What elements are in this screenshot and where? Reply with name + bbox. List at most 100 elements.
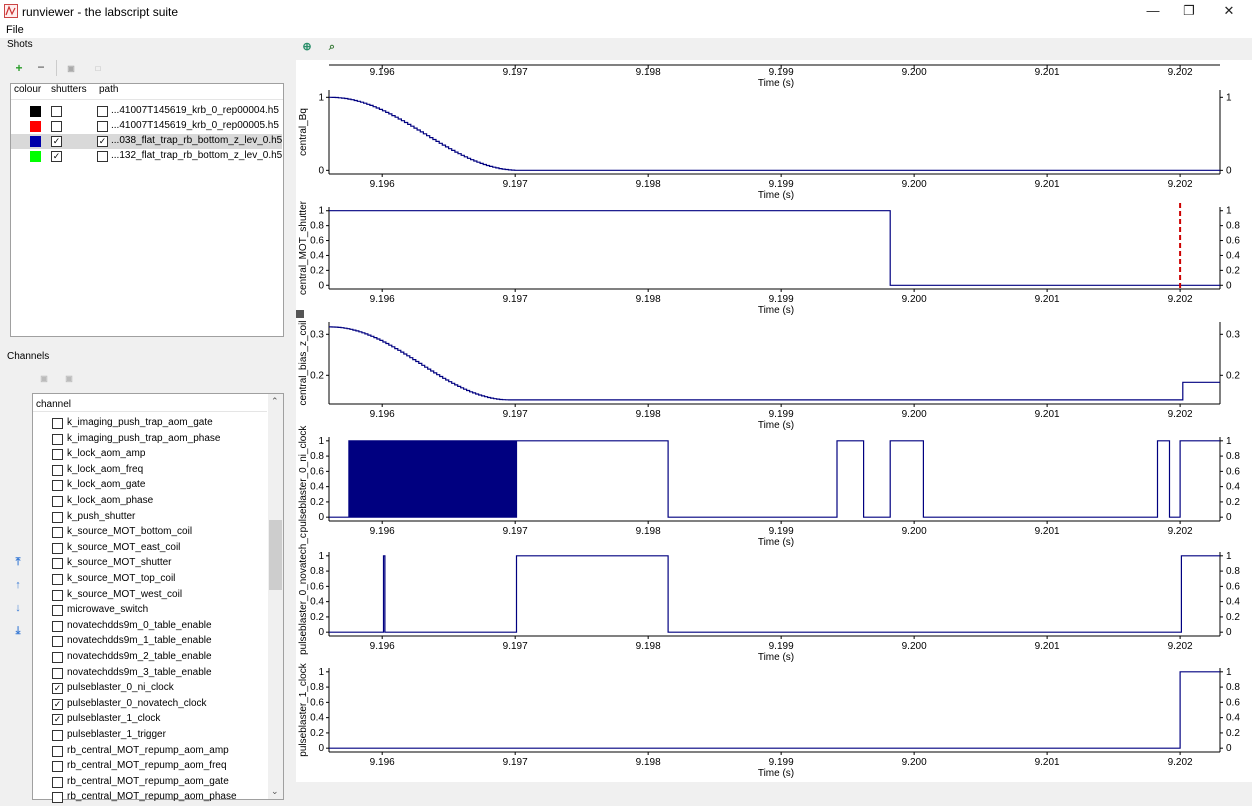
shutters-checkbox[interactable]: ✓ [51,151,62,162]
channels-scrollbar[interactable] [268,394,283,799]
move-bottom-icon[interactable]: ⤓ [15,625,21,637]
channel-item[interactable]: novatechdds9m_1_table_enable [52,634,272,649]
channel-item[interactable]: k_source_MOT_bottom_coil [52,525,272,540]
channel-label: k_imaging_push_trap_aom_phase [67,432,221,444]
channel-plots[interactable]: 9.196 9.197 9.198 9.199 9.200 9.201 9.202 Time … [296,60,1252,782]
channel-checkbox[interactable] [52,496,63,507]
channel-checkbox[interactable] [52,745,63,757]
channel-item[interactable]: k_lock_aom_phase [52,494,272,509]
channel-checkbox[interactable] [52,589,63,601]
shot-row[interactable]: ✓ ✓ ...038_flat_trap_rb_bottom_z_lev_0.h5 [11,134,282,149]
move-down-icon[interactable]: ↓ [15,602,21,614]
channel-checkbox[interactable] [52,542,63,554]
uncheck-all-icon[interactable]: □ [95,64,101,73]
channel-item[interactable]: k_source_MOT_shutter [52,556,272,571]
reset-view-icon[interactable]: ⊕ [302,41,312,53]
channel-item[interactable]: rb_central_MOT_repump_aom_phase [52,790,272,805]
column-header-path[interactable]: path [99,84,119,95]
channel-checkbox[interactable] [52,605,63,617]
scroll-down-icon[interactable]: ⌄ [271,786,279,796]
x-tick-label: 9.202 [1168,409,1193,420]
channel-label: novatechdds9m_2_table_enable [67,651,212,662]
channel-item[interactable]: ✓ pulseblaster_0_novatech_clock [52,697,272,712]
y-tick-label: 0 [318,512,324,523]
column-header-shutters[interactable]: shutters [51,84,87,95]
scrollbar-thumb[interactable] [269,520,282,590]
channel-checkbox[interactable] [52,449,63,461]
channel-item[interactable]: novatechdds9m_2_table_enable [52,650,272,665]
close-icon[interactable]: ✕ [1223,3,1235,18]
scroll-up-icon[interactable]: ⌃ [271,396,279,406]
x-tick-label: 9.201 [1035,294,1060,305]
channel-checkbox[interactable]: ✓ [52,683,63,695]
column-header-colour[interactable]: colour [14,84,42,95]
channel-item[interactable]: rb_central_MOT_repump_aom_gate [52,775,272,790]
channel-checkbox[interactable] [52,480,63,492]
channel-checkbox[interactable] [52,418,63,429]
channel-checkbox[interactable] [52,792,63,804]
channel-column-header[interactable]: channel [36,399,72,410]
channel-item[interactable]: ✓ pulseblaster_1_clock [52,712,272,727]
shot-colour-swatch[interactable] [30,136,41,147]
channel-item[interactable]: novatechdds9m_3_table_enable [52,666,272,681]
shutters-checkbox[interactable]: ✓ [51,136,62,147]
shot-colour-swatch[interactable] [30,121,41,132]
channel-item[interactable]: k_source_MOT_top_coil [52,572,272,587]
channel-item[interactable]: novatechdds9m_0_table_enable [52,619,272,634]
channel-checkbox[interactable] [52,464,63,476]
add-shot-button[interactable]: + [15,61,23,75]
channel-checkbox[interactable]: ✓ [52,698,63,710]
check-all-icon[interactable]: ▣ [67,64,75,73]
channel-label: pulseblaster_1_clock [67,713,161,725]
move-up-icon[interactable]: ↑ [15,579,21,591]
channel-item[interactable]: k_lock_aom_amp [52,447,272,462]
shot-checkbox[interactable] [97,121,108,132]
channel-item[interactable]: k_source_MOT_east_coil [52,541,272,556]
channel-checkbox[interactable]: ✓ [52,714,63,726]
channel-item[interactable]: pulseblaster_1_trigger [52,728,272,743]
channel-checkbox[interactable] [52,620,63,632]
channel-checkbox[interactable] [52,652,63,663]
channel-checkbox[interactable] [52,527,63,539]
x-tick-label: 9.200 [902,294,927,305]
shot-colour-swatch[interactable] [30,151,41,162]
channel-checkbox[interactable] [52,511,63,523]
menu-file[interactable]: File [6,24,24,36]
channel-checkbox[interactable] [52,667,63,679]
move-top-icon[interactable]: ⤒ [15,556,21,568]
channel-item[interactable]: k_imaging_push_trap_aom_phase [52,432,272,447]
channel-checkbox[interactable] [52,776,63,788]
shot-row[interactable]: ...41007T145619_krb_0_rep00004.h5 [11,104,282,119]
channel-checkbox[interactable] [52,558,63,570]
channel-check-icon[interactable]: ▣ [40,374,48,383]
shot-checkbox[interactable] [97,106,108,117]
channel-item[interactable]: rb_central_MOT_repump_aom_amp [52,744,272,759]
channel-item[interactable]: ✓ pulseblaster_0_ni_clock [52,681,272,696]
channel-checkbox[interactable] [52,636,63,648]
channel-checkbox[interactable] [52,761,63,773]
channel-item[interactable]: k_lock_aom_freq [52,463,272,478]
restore-icon[interactable]: ❐ [1183,3,1195,18]
y-axis-label: central_Bq [298,108,309,156]
shutters-checkbox[interactable] [51,106,62,117]
shot-row[interactable]: ✓ ...132_flat_trap_rb_bottom_z_lev_0.h5 [11,149,282,164]
y-axis-label: pulseblaster_0_novatech_c [298,533,309,655]
channel-item[interactable]: k_imaging_push_trap_aom_gate [52,416,272,431]
shutters-checkbox[interactable] [51,121,62,132]
channel-checkbox[interactable] [52,433,63,445]
channel-item[interactable]: microwave_switch [52,603,272,618]
remove-shot-button[interactable]: − [37,60,45,74]
minimize-icon[interactable]: — [1146,3,1160,18]
channel-item[interactable]: k_lock_aom_gate [52,478,272,493]
shot-checkbox[interactable] [97,151,108,162]
channel-item[interactable]: rb_central_MOT_repump_aom_freq [52,759,272,774]
channel-item[interactable]: k_push_shutter [52,510,272,525]
channel-checkbox[interactable] [52,574,63,585]
shot-checkbox[interactable]: ✓ [97,136,108,147]
channel-checkbox[interactable] [52,730,63,741]
channel-uncheck-icon[interactable]: ▣ [65,374,73,383]
shot-colour-swatch[interactable] [30,106,41,117]
zoom-icon[interactable]: ⌕ [328,41,336,53]
channel-item[interactable]: k_source_MOT_west_coil [52,588,272,603]
shot-row[interactable]: ...41007T145619_krb_0_rep00005.h5 [11,119,282,134]
